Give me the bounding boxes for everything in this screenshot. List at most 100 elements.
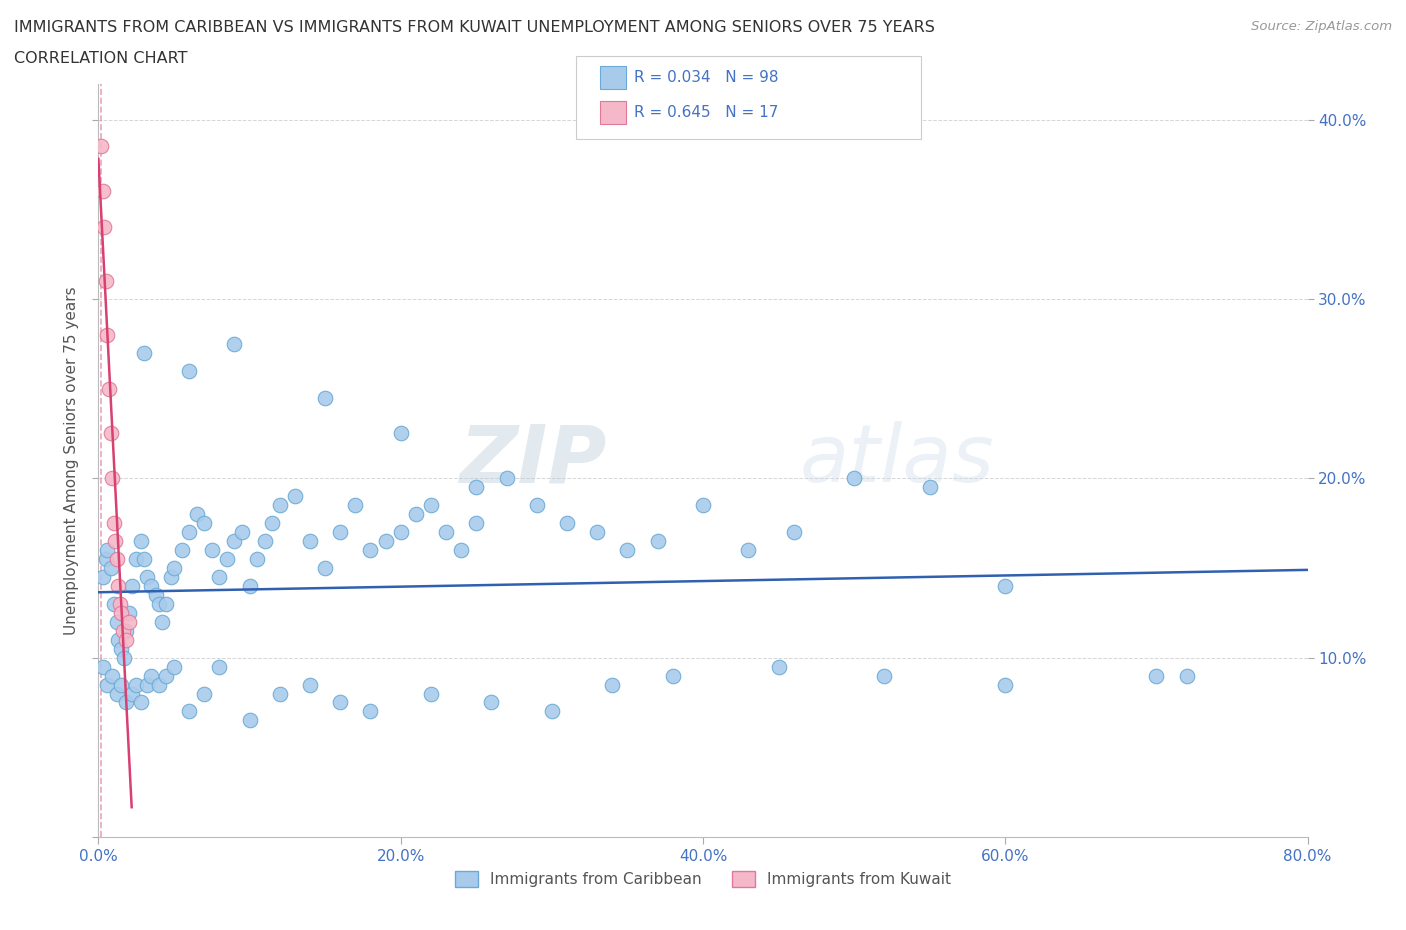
Text: ZIP: ZIP (458, 421, 606, 499)
Point (284, 489, 307, 504)
Point (155, 596, 177, 611)
Point (555, 515, 578, 530)
Point (129, 534, 152, 549)
Point (145, 588, 167, 603)
Point (91, 184, 114, 199)
Text: R = 0.034   N = 98: R = 0.034 N = 98 (634, 70, 779, 85)
Point (253, 534, 276, 549)
Point (360, 704, 382, 719)
Point (179, 704, 201, 719)
Point (420, 686, 443, 701)
Point (994, 578, 1017, 593)
Point (269, 498, 291, 512)
Point (389, 525, 412, 539)
Point (602, 677, 624, 692)
Point (768, 659, 790, 674)
Text: atlas: atlas (800, 421, 994, 499)
Point (118, 605, 141, 620)
Point (125, 677, 148, 692)
Point (201, 542, 224, 557)
Text: CORRELATION CHART: CORRELATION CHART (14, 51, 187, 66)
Point (481, 695, 503, 710)
Point (148, 596, 170, 611)
Point (163, 659, 186, 674)
Point (135, 569, 157, 584)
Point (160, 569, 183, 584)
Point (231, 525, 253, 539)
Text: R = 0.645   N = 17: R = 0.645 N = 17 (634, 105, 779, 120)
Point (150, 615, 173, 630)
Point (110, 605, 132, 620)
Point (208, 659, 231, 674)
Point (526, 498, 548, 512)
Point (186, 507, 208, 522)
Point (114, 695, 136, 710)
Point (299, 677, 322, 692)
Point (121, 578, 143, 593)
Point (141, 578, 163, 593)
Point (105, 615, 128, 630)
Point (647, 534, 669, 549)
Point (239, 713, 262, 728)
Point (170, 542, 193, 557)
Point (692, 498, 714, 512)
Point (100, 561, 122, 576)
Point (193, 515, 215, 530)
Point (465, 480, 488, 495)
Point (118, 615, 141, 630)
Point (208, 569, 231, 584)
Point (101, 668, 124, 683)
Point (96, 542, 118, 557)
Point (132, 551, 155, 566)
Point (129, 695, 152, 710)
Point (96, 677, 118, 692)
Point (994, 677, 1017, 692)
Point (135, 677, 157, 692)
Point (91, 659, 114, 674)
Point (91, 569, 114, 584)
Point (155, 668, 177, 683)
Point (179, 364, 201, 379)
Point (616, 542, 638, 557)
Text: Source: ZipAtlas.com: Source: ZipAtlas.com (1251, 20, 1392, 33)
Text: IMMIGRANTS FROM CARIBBEAN VS IMMIGRANTS FROM KUWAIT UNEMPLOYMENT AMONG SENIORS O: IMMIGRANTS FROM CARIBBEAN VS IMMIGRANTS … (14, 20, 935, 35)
Point (104, 534, 127, 549)
Point (737, 542, 759, 557)
Point (193, 686, 215, 701)
Point (360, 542, 382, 557)
Point (465, 515, 488, 530)
Point (107, 632, 129, 647)
Point (114, 632, 136, 647)
Point (661, 668, 683, 683)
Point (108, 596, 131, 611)
Point (389, 426, 412, 441)
Point (100, 426, 122, 441)
Point (224, 534, 246, 549)
Point (121, 686, 143, 701)
Point (148, 677, 170, 692)
Point (918, 480, 941, 495)
Point (179, 525, 201, 539)
Point (269, 686, 291, 701)
Point (314, 391, 336, 405)
Point (224, 337, 246, 352)
Point (110, 642, 132, 657)
Point (374, 534, 396, 549)
Point (1144, 668, 1167, 683)
Point (420, 498, 443, 512)
Point (873, 668, 896, 683)
Point (844, 471, 866, 485)
Legend: Immigrants from Caribbean, Immigrants from Kuwait: Immigrants from Caribbean, Immigrants fr… (449, 865, 957, 894)
Point (314, 561, 336, 576)
Point (94, 551, 117, 566)
Point (110, 677, 132, 692)
Point (112, 650, 135, 665)
Point (132, 345, 155, 360)
Point (101, 471, 124, 485)
Point (114, 623, 136, 638)
Point (434, 525, 457, 539)
Point (299, 534, 322, 549)
Point (98, 381, 121, 396)
Point (329, 525, 352, 539)
Point (163, 561, 186, 576)
